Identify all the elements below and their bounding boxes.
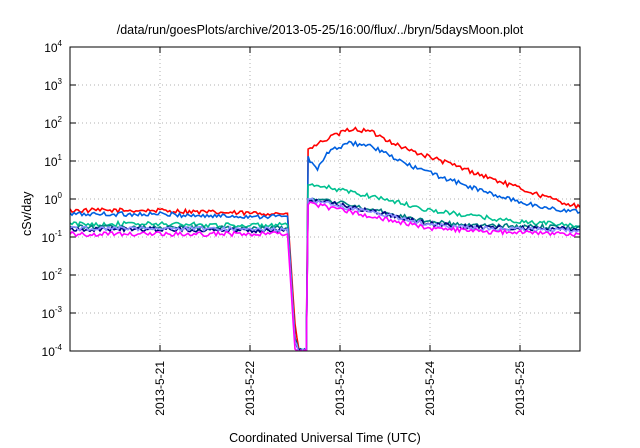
y-tick-label: 10-1 — [42, 229, 63, 245]
series-line — [70, 197, 580, 351]
y-tick-label: 10-4 — [42, 343, 63, 359]
y-tick-label: 101 — [44, 153, 62, 169]
x-tick-label: 2013-5-24 — [423, 361, 437, 416]
series-line — [70, 140, 580, 351]
y-tick-label: 10-2 — [42, 267, 63, 283]
y-tick-label: 104 — [44, 39, 62, 55]
y-tick-label: 10-3 — [42, 305, 63, 321]
y-tick-label: 103 — [44, 77, 62, 93]
series-line — [70, 183, 580, 351]
chart-title: /data/run/goesPlots/archive/2013-05-25/1… — [116, 23, 524, 37]
plot-frame — [69, 46, 581, 352]
y-tick-label: 102 — [44, 115, 62, 131]
y-tick-label: 100 — [44, 191, 62, 207]
x-axis-label: Coordinated Universal Time (UTC) — [229, 431, 421, 445]
series-line — [70, 126, 580, 351]
x-tick-label: 2013-5-23 — [333, 361, 347, 416]
series-line — [70, 198, 580, 351]
x-tick-label: 2013-5-25 — [513, 361, 527, 416]
x-tick-label: 2013-5-22 — [243, 361, 257, 416]
x-tick-label: 2013-5-21 — [153, 361, 167, 416]
series-line — [70, 197, 580, 351]
series-line — [70, 201, 580, 351]
